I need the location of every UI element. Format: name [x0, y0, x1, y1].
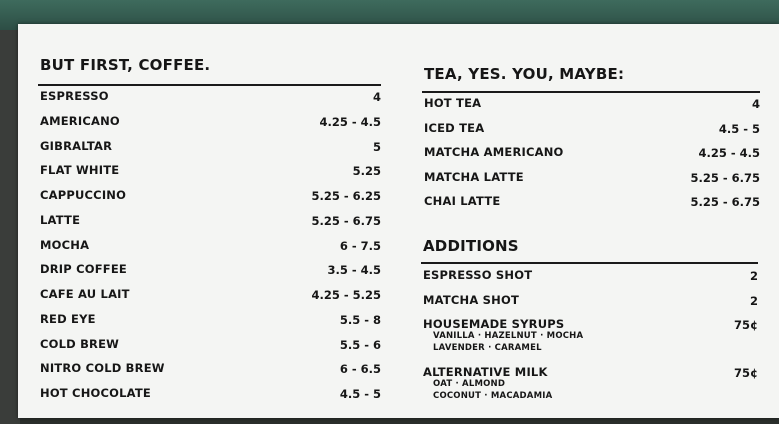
item-price: 5.25 - 6.75 — [690, 195, 760, 209]
section-title: BUT FIRST, COFFEE. — [40, 56, 211, 74]
item-name: ICED TEA — [424, 120, 485, 135]
item-price: 4.25 - 4.5 — [319, 114, 381, 129]
section-title: ADDITIONS — [423, 237, 519, 255]
item-name: FLAT WHITE — [40, 163, 120, 178]
item-name: MATCHA AMERICANO — [424, 145, 564, 159]
item-name: CAFE AU LAIT — [40, 287, 130, 301]
item-name: AMERICANO — [40, 113, 120, 128]
item-price: 4.25 - 5.25 — [311, 288, 381, 302]
item-name: NITRO COLD BREW — [40, 361, 165, 376]
item-name: CAPPUCCINO — [40, 188, 127, 202]
section-title: TEA, YES. YOU, MAYBE: — [424, 65, 625, 83]
item-option: VANILLA · HAZELNUT · MOCHA — [433, 331, 584, 341]
item-price: 4.5 - 5 — [718, 121, 760, 136]
item-option: COCONUT · MACADAMIA — [433, 391, 553, 401]
wall — [0, 30, 20, 424]
item-price: 6 - 7.5 — [339, 238, 381, 253]
item-price: 5.25 - 6.75 — [690, 170, 760, 185]
item-price: 75¢ — [733, 318, 758, 332]
item-price: 4.5 - 5 — [339, 387, 381, 401]
item-name: RED EYE — [40, 311, 96, 326]
item-price: 3.5 - 4.5 — [327, 263, 381, 278]
item-name: MATCHA LATTE — [424, 169, 524, 184]
item-price: 5.25 - 6.25 — [311, 189, 381, 203]
item-price: 4 — [751, 97, 760, 111]
item-name: MOCHA — [40, 237, 90, 252]
section-rule — [421, 262, 758, 264]
item-price: 4.25 - 4.5 — [698, 146, 760, 160]
item-price: 5.25 — [352, 164, 381, 179]
item-name: ALTERNATIVE MILK — [423, 365, 548, 379]
item-price: 5 — [372, 139, 381, 154]
item-price: 75¢ — [733, 366, 758, 380]
item-name: HOT CHOCOLATE — [40, 386, 151, 400]
item-name: ESPRESSO — [40, 89, 109, 103]
item-price: 5.5 - 6 — [339, 337, 381, 352]
item-name: COLD BREW — [40, 336, 120, 351]
item-name: HOT TEA — [424, 96, 482, 110]
item-option: LAVENDER · CARAMEL — [433, 343, 542, 353]
section-rule — [38, 84, 381, 86]
item-price: 4 — [372, 90, 381, 104]
item-name: DRIP COFFEE — [40, 262, 127, 277]
item-name: HOUSEMADE SYRUPS — [423, 317, 565, 331]
item-price: 6 - 6.5 — [339, 362, 381, 377]
item-name: CHAI LATTE — [424, 194, 501, 208]
item-price: 5.25 - 6.75 — [311, 213, 381, 228]
item-price: 2 — [749, 293, 758, 308]
item-name: ESPRESSO SHOT — [423, 268, 533, 282]
item-name: LATTE — [40, 212, 81, 227]
item-option: OAT · ALMOND — [433, 379, 506, 389]
menu-board — [18, 24, 779, 418]
item-price: 2 — [749, 269, 758, 283]
item-name: MATCHA SHOT — [423, 292, 519, 307]
item-name: GIBRALTAR — [40, 138, 113, 153]
item-price: 5.5 - 8 — [339, 312, 381, 327]
section-rule — [422, 91, 760, 93]
